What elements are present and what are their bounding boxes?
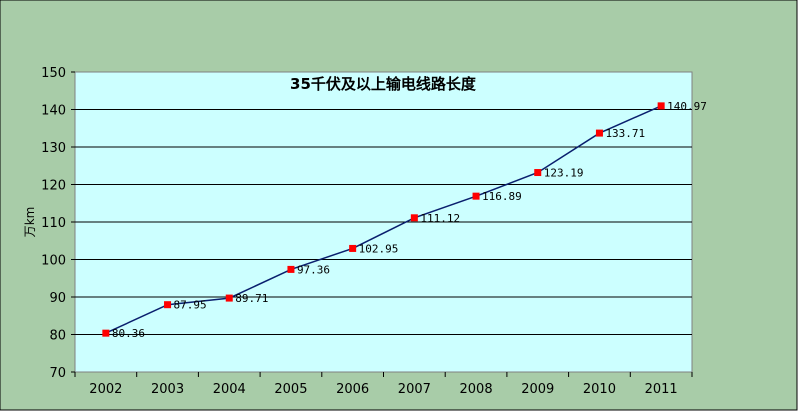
data-label: 111.12 [420, 212, 460, 225]
x-tick-label: 2011 [645, 382, 678, 397]
x-tick-label: 2005 [274, 382, 307, 397]
data-label: 133.71 [605, 127, 645, 140]
x-tick-label: 2006 [336, 382, 369, 397]
y-tick-label: 80 [49, 329, 66, 344]
x-tick-label: 2009 [521, 382, 554, 397]
x-tick-label: 2002 [89, 382, 122, 397]
chart-title: 35千伏及以上输电线路长度 [290, 75, 477, 93]
y-tick-labels: 70 80 90 100 110 120 130 140 150 [41, 66, 66, 381]
y-tick-label: 130 [41, 141, 66, 156]
y-tick-label: 70 [49, 366, 66, 381]
data-point [287, 265, 295, 273]
y-axis-title: 万km [23, 207, 37, 238]
data-label: 97.36 [297, 263, 330, 276]
data-label: 123.19 [544, 167, 584, 180]
x-tick-labels: 2002 2003 2004 2005 2006 2007 2008 2009 2010 2011 [89, 382, 677, 397]
x-tick-label: 2010 [583, 382, 616, 397]
x-tick-label: 2004 [213, 382, 246, 397]
data-label: 116.89 [482, 190, 522, 203]
data-label: 140.97 [667, 100, 707, 113]
y-tick-label: 150 [41, 66, 66, 81]
data-point [657, 102, 665, 110]
marker-layer [102, 102, 665, 337]
data-label: 87.95 [174, 299, 207, 312]
y-tick-label: 110 [41, 216, 66, 231]
data-label: 102.95 [359, 242, 399, 255]
data-point [410, 214, 418, 222]
data-label: 80.36 [112, 327, 145, 340]
y-tick-label: 90 [49, 291, 66, 306]
data-point [349, 244, 357, 252]
y-tick-label: 100 [41, 254, 66, 269]
grid-layer [75, 109, 692, 335]
data-label-layer: 80.36 87.95 89.71 97.36 102.95 111.12 116.89 12… [112, 100, 707, 340]
x-tick-label: 2008 [460, 382, 493, 397]
y-tick-label: 120 [41, 179, 66, 194]
data-point [164, 301, 172, 309]
data-point [225, 294, 233, 302]
x-tick-label: 2007 [398, 382, 431, 397]
series-line [105, 105, 662, 334]
x-tick-label: 2003 [151, 382, 184, 397]
data-point [472, 192, 480, 200]
data-label: 89.71 [235, 292, 268, 305]
data-point [595, 129, 603, 137]
data-point [534, 169, 542, 177]
data-point [102, 329, 110, 337]
tick-layer [71, 71, 693, 377]
y-tick-label: 140 [41, 104, 66, 119]
